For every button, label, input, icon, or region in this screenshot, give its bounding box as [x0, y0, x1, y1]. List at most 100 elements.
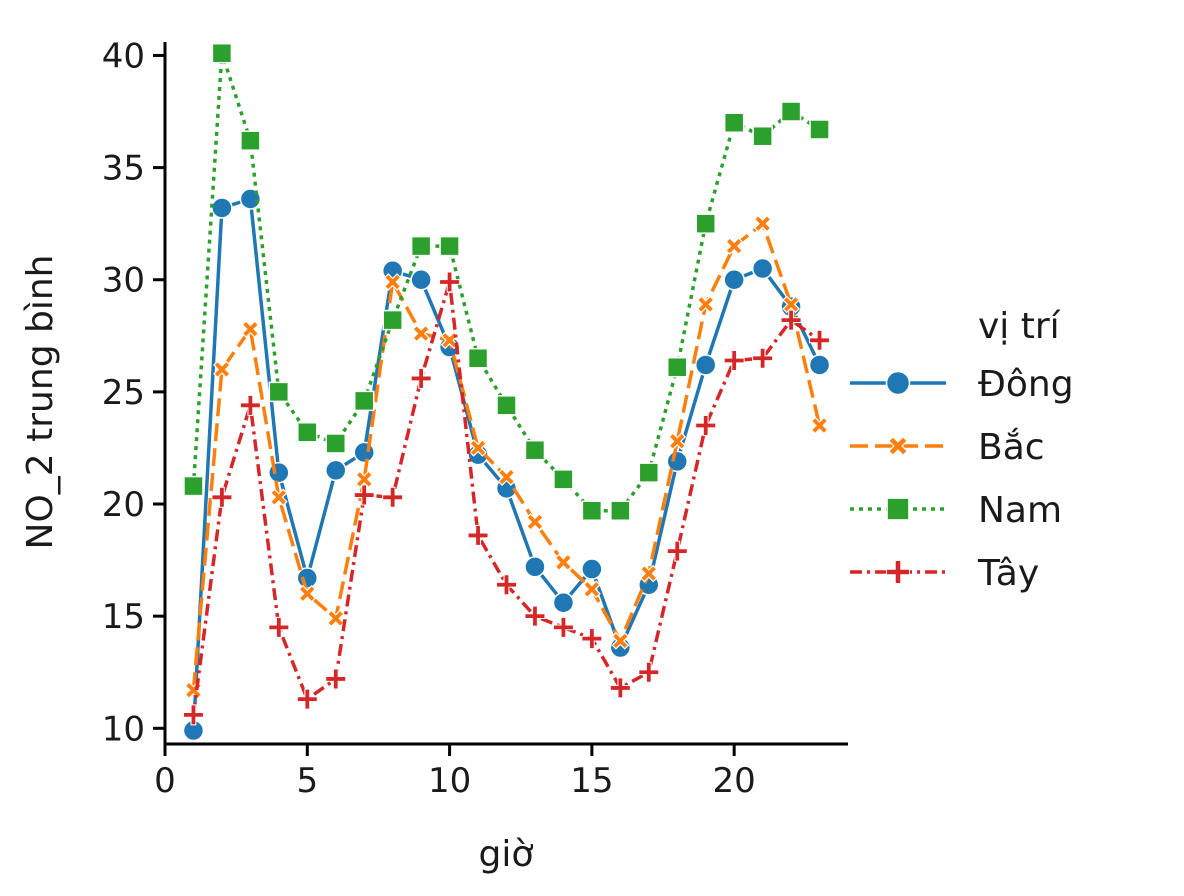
data-point — [751, 257, 774, 280]
data-point — [638, 462, 660, 483]
data-point — [355, 470, 374, 489]
x-tick-label: 5 — [296, 761, 318, 801]
data-point — [723, 349, 745, 371]
data-point — [296, 688, 318, 710]
data-point — [239, 394, 261, 416]
y-tick-label: 25 — [102, 373, 145, 413]
data-point — [810, 416, 829, 435]
data-point — [325, 459, 347, 482]
data-point — [467, 524, 489, 546]
data-point — [383, 273, 402, 291]
data-point — [610, 500, 631, 521]
data-point — [581, 500, 603, 521]
data-point — [353, 441, 375, 464]
data-point — [325, 668, 347, 690]
y-tick-label: 20 — [102, 485, 145, 525]
y-tick-label: 15 — [102, 597, 145, 637]
x-ticks: 0 5 10 15 20 — [154, 744, 756, 801]
data-point — [524, 556, 546, 578]
data-point — [694, 354, 717, 376]
data-point — [809, 119, 830, 140]
data-point — [696, 295, 715, 314]
data-point — [213, 360, 231, 379]
data-point — [439, 271, 461, 293]
data-point — [581, 558, 603, 580]
legend-items: Đông Bắc Nam Tây — [850, 364, 1074, 594]
legend: vị trí Đông Bắc Nam Tây — [850, 306, 1074, 594]
data-point — [639, 564, 658, 583]
data-point — [666, 540, 688, 562]
data-point — [410, 268, 432, 291]
data-point — [526, 513, 544, 531]
data-point — [695, 415, 717, 437]
y-ticks: 10 15 20 25 30 35 40 — [102, 36, 165, 749]
x-tick-label: 0 — [154, 761, 176, 801]
data-point — [298, 584, 317, 603]
data-point — [524, 439, 546, 461]
data-point — [667, 356, 688, 378]
data-point — [609, 677, 631, 699]
data-point — [325, 433, 346, 454]
plot-area — [182, 42, 831, 742]
x-tick-label: 20 — [713, 761, 756, 801]
data-point — [753, 214, 772, 233]
legend-item: Tây — [850, 553, 1039, 594]
legend-label: Nam — [978, 490, 1062, 531]
data-point — [353, 390, 375, 412]
legend-label: Tây — [977, 553, 1039, 594]
data-point — [496, 395, 517, 416]
data-point — [497, 468, 516, 486]
data-point — [554, 553, 573, 572]
data-point — [183, 475, 204, 497]
legend-marker — [886, 560, 910, 584]
legend-marker — [887, 435, 909, 457]
x-axis-title: giờ — [479, 834, 534, 875]
axes: 0 5 10 15 20 10 15 20 25 30 35 40 giờ NO_2 trung b… — [20, 36, 848, 875]
y-tick-label: 10 — [102, 709, 145, 749]
data-point — [412, 324, 430, 343]
data-point — [410, 235, 432, 257]
x-tick-label: 10 — [428, 761, 471, 801]
data-point — [723, 112, 745, 133]
series-3 — [182, 271, 831, 726]
data-point — [382, 486, 404, 508]
data-point — [182, 704, 204, 726]
series-line — [191, 221, 822, 691]
legend-title: vị trí — [978, 306, 1061, 347]
data-point — [752, 347, 774, 369]
legend-item: Bắc — [850, 427, 1045, 468]
data-point — [211, 486, 233, 508]
data-point — [240, 130, 261, 151]
data-point — [296, 567, 319, 589]
y-tick-label: 40 — [102, 36, 145, 76]
series-2 — [183, 42, 830, 521]
data-point — [269, 488, 288, 507]
data-point — [552, 591, 575, 614]
data-point — [782, 295, 800, 314]
data-point — [211, 197, 233, 219]
data-point — [268, 616, 290, 638]
legend-label: Bắc — [978, 427, 1045, 468]
legend-marker — [885, 370, 911, 396]
data-point — [780, 101, 802, 122]
data-point — [241, 320, 260, 338]
data-point — [524, 605, 546, 627]
data-point — [496, 574, 517, 596]
data-point — [752, 125, 773, 147]
data-point — [809, 329, 831, 351]
y-axis-title: NO_2 trung bình — [20, 255, 61, 550]
data-point — [668, 432, 687, 451]
data-point — [611, 631, 630, 650]
data-point — [353, 484, 375, 506]
data-point — [695, 213, 716, 234]
data-point — [297, 421, 318, 443]
data-point — [211, 42, 233, 64]
data-point — [808, 354, 831, 376]
data-point — [553, 469, 574, 490]
legend-label: Đông — [978, 364, 1074, 405]
x-tick-label: 15 — [570, 761, 613, 801]
series-line — [191, 51, 821, 513]
data-point — [725, 237, 744, 255]
data-point — [638, 661, 660, 683]
